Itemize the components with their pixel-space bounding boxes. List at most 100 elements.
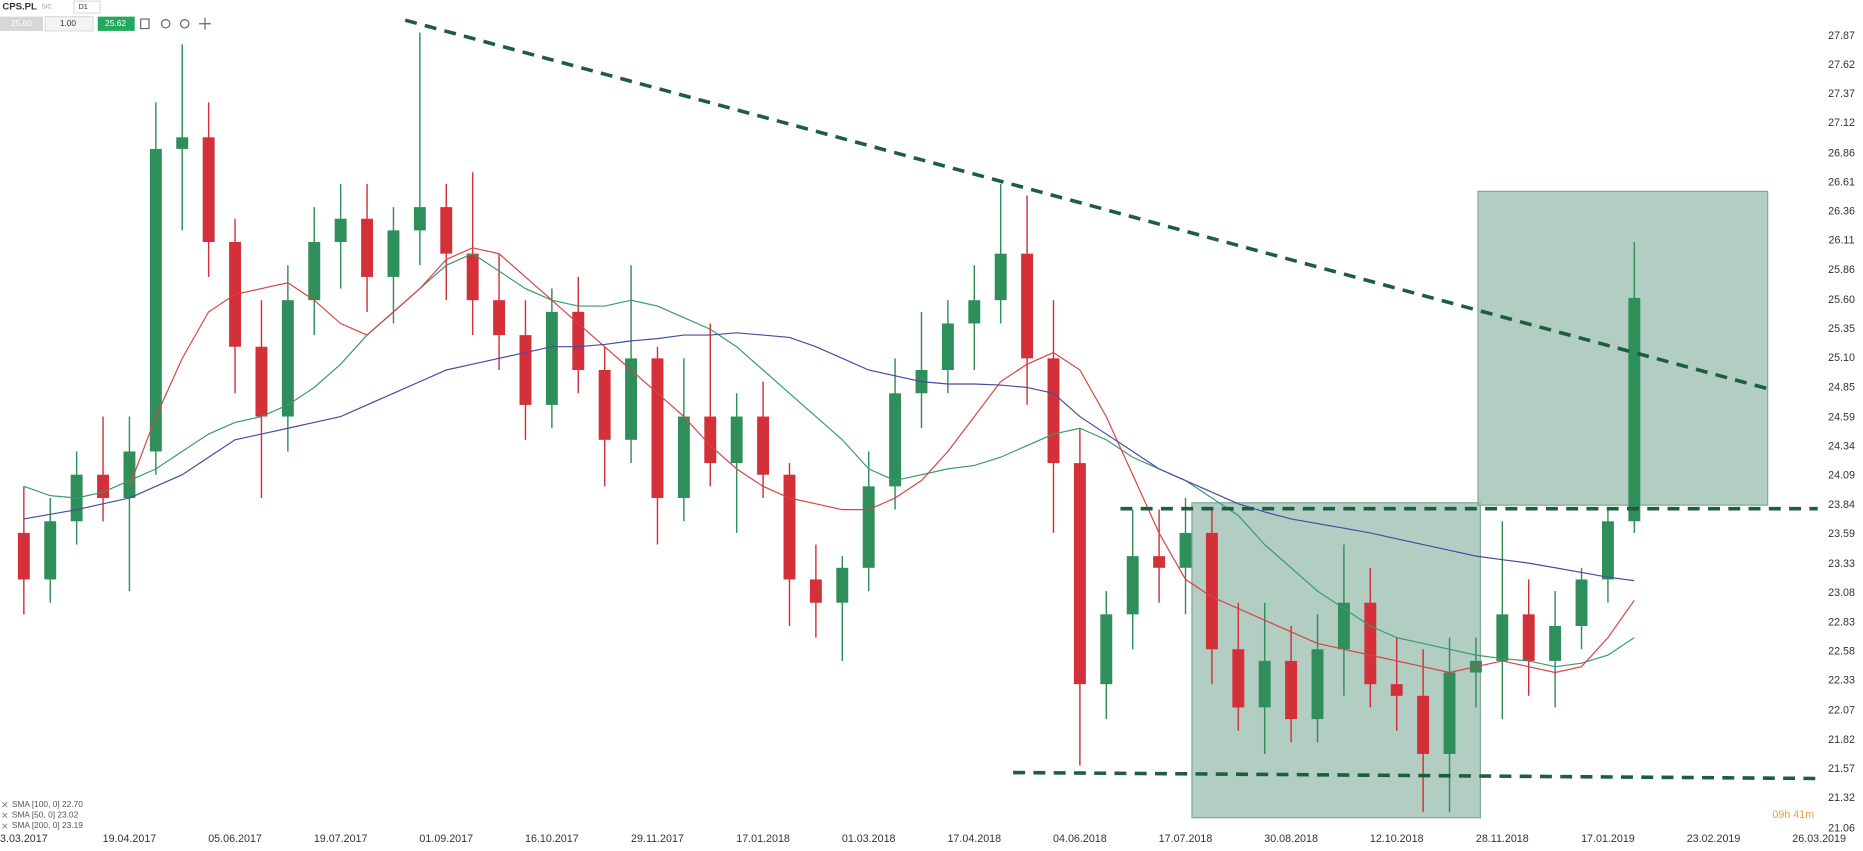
chart-type-icon[interactable] — [140, 18, 150, 30]
y-tick-label: 27.12 — [1828, 117, 1855, 129]
candle-body — [1153, 556, 1166, 568]
candle-body — [862, 486, 875, 568]
candle-body — [123, 451, 136, 498]
y-tick-label: 23.59 — [1828, 528, 1855, 540]
bid-price[interactable]: 25.60 — [11, 18, 32, 28]
candle-body — [440, 207, 453, 254]
candle-body — [994, 253, 1007, 301]
candle-body — [836, 567, 849, 603]
y-tick-label: 22.58 — [1828, 645, 1855, 657]
candle-body — [1311, 649, 1324, 720]
y-tick-label: 21.06 — [1828, 822, 1855, 834]
y-tick-label: 27.37 — [1828, 88, 1855, 100]
candle-body — [17, 532, 30, 580]
candle-body — [1364, 602, 1377, 685]
candle-body — [149, 148, 162, 452]
candle-body — [1549, 625, 1562, 661]
legend-label: SMA [100, 0] 22.70 — [12, 799, 83, 809]
candle-body — [1100, 614, 1113, 685]
y-tick-label: 26.11 — [1829, 235, 1855, 247]
y-tick-label: 27.62 — [1828, 59, 1855, 71]
symbol[interactable]: CPS.PL — [2, 2, 37, 13]
y-tick-label: 25.86 — [1828, 264, 1855, 276]
candle-body — [1417, 695, 1430, 754]
candle-body — [308, 242, 321, 301]
candle-body — [519, 335, 532, 405]
y-tick-label: 23.84 — [1828, 499, 1855, 511]
candle-body — [44, 521, 57, 580]
candle-body — [1443, 672, 1456, 754]
volume-box[interactable] — [44, 16, 94, 32]
y-tick-label: 26.86 — [1828, 147, 1855, 159]
y-tick-label: 24.09 — [1828, 470, 1855, 482]
candle-body — [466, 253, 479, 301]
ask-price[interactable]: 25.62 — [105, 18, 126, 28]
y-tick-label: 26.36 — [1828, 206, 1855, 218]
plot-area — [17, 32, 1641, 813]
candle-body — [704, 416, 717, 464]
legend-label: SMA [200, 0] 23.19 — [12, 820, 83, 830]
x-tick-label: 17.01.2019 — [1581, 833, 1635, 845]
candle-body — [1601, 521, 1614, 580]
candle-body — [176, 137, 189, 149]
candle-body — [493, 300, 506, 336]
candle-body — [598, 370, 611, 440]
candle-body — [941, 323, 954, 371]
ask-box[interactable] — [97, 16, 135, 31]
candle-body — [625, 358, 638, 440]
y-tick-label: 24.34 — [1828, 441, 1855, 453]
candle-body — [202, 137, 215, 243]
timeframe[interactable]: D1 — [79, 3, 88, 11]
candle-body — [334, 218, 347, 243]
timeframe-box[interactable] — [73, 0, 101, 14]
sma-line — [128, 247, 1635, 674]
x-tick-label: 17.04.2018 — [947, 833, 1001, 845]
volume[interactable]: 1.00 — [60, 18, 77, 28]
y-tick-label: 25.35 — [1828, 323, 1855, 335]
y-tick-label: 23.33 — [1828, 558, 1855, 570]
candle-body — [783, 474, 796, 580]
legend-label: SMA [50, 0] 23.02 — [12, 810, 79, 820]
candle-body — [757, 416, 770, 475]
y-tick-label: 25.10 — [1828, 352, 1855, 364]
crosshair-icon[interactable] — [199, 17, 211, 30]
candle-body — [1575, 579, 1588, 626]
sma-line — [23, 332, 1635, 582]
legend-close-icon — [2, 801, 8, 808]
y-tick-label: 25.60 — [1828, 294, 1855, 306]
bid-box[interactable] — [0, 16, 43, 31]
candle-body — [1021, 253, 1034, 359]
axes: 27.87 27.62 27.37 27.12 26.86 26.61 26.36 26.11… — [0, 30, 1855, 845]
legend-close-icon — [2, 823, 8, 829]
candle-body — [255, 346, 268, 417]
trend-line — [404, 18, 1769, 391]
legend-close-icon — [2, 812, 8, 819]
x-tick-label: 12.10.2018 — [1370, 833, 1424, 845]
candle-body — [1126, 556, 1139, 615]
candle-body — [677, 416, 690, 498]
drawings-front — [404, 18, 1818, 781]
zoom-out-icon[interactable] — [160, 19, 171, 29]
candle-body — [1496, 614, 1509, 661]
drawings-back — [1191, 190, 1769, 819]
market: SIC — [42, 5, 53, 11]
x-tick-label: 16.10.2017 — [525, 833, 579, 845]
y-tick-label: 24.59 — [1828, 412, 1855, 424]
candle-body — [1073, 463, 1086, 685]
y-tick-label: 21.82 — [1828, 734, 1855, 746]
support-line — [1013, 770, 1818, 781]
x-tick-label: 30.08.2018 — [1264, 833, 1318, 845]
candle-body — [387, 230, 400, 277]
candle-body — [730, 416, 743, 464]
candle-body — [809, 579, 822, 603]
candle-body — [545, 311, 558, 405]
y-tick-label: 22.33 — [1828, 675, 1855, 687]
x-tick-label: 28.11.2018 — [1476, 833, 1529, 845]
zoom-in-icon[interactable] — [179, 19, 190, 29]
x-tick-label: 05.06.2017 — [208, 833, 262, 845]
x-tick-label: 29.11.2017 — [631, 833, 684, 845]
x-tick-label: 17.07.2018 — [1159, 833, 1213, 845]
candle-body — [1522, 614, 1535, 661]
y-tick-label: 21.32 — [1828, 792, 1855, 804]
